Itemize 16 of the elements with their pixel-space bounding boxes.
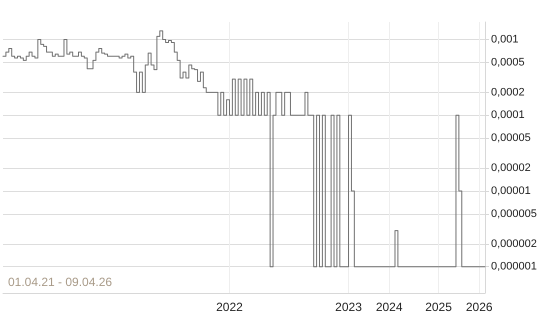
- y-tick-label: 0,00002: [491, 162, 531, 174]
- y-tick-label: 0,000002: [491, 238, 537, 250]
- x-tick-label: 2026: [466, 300, 493, 314]
- y-tick-label: 0,0001: [491, 109, 525, 122]
- y-tick-label: 0,0005: [491, 56, 525, 68]
- y-tick-label: 0,00005: [491, 132, 531, 144]
- y-tick-label: 0,000001: [491, 260, 537, 273]
- y-tick-label: 0,00001: [491, 184, 531, 197]
- x-tick-label: 2022: [216, 300, 244, 314]
- annotation: 01.04.21 - 09.04.26: [8, 275, 112, 289]
- x-tick-label: 2025: [425, 300, 452, 314]
- y-tick-label: 0,001: [491, 33, 519, 46]
- x-tick-label: 2024: [376, 300, 403, 314]
- x-tick-label: 2023: [335, 300, 362, 314]
- y-tick-label: 0,000005: [491, 208, 537, 220]
- y-tick-label: 0,0002: [491, 86, 525, 98]
